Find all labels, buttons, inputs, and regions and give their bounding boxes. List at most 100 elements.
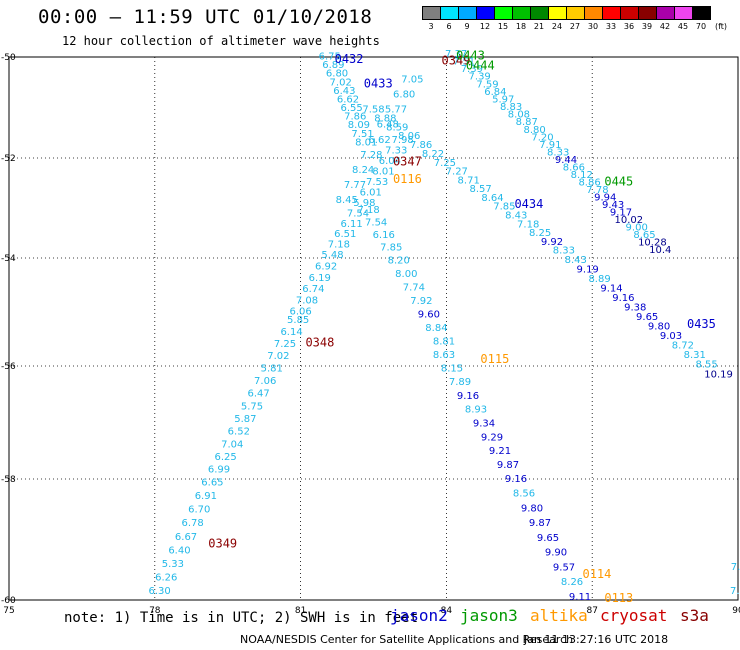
swh-value: 8.65 xyxy=(633,230,655,241)
lat-tick-label: -54 xyxy=(1,254,16,264)
swh-value: 7.85 xyxy=(380,243,402,254)
swh-value: 6.62 xyxy=(337,94,359,105)
legend-label: 21 xyxy=(533,22,545,31)
swh-value: 9.80 xyxy=(521,503,543,514)
swh-value: 8.57 xyxy=(469,184,491,195)
lat-tick-label: -50 xyxy=(1,53,16,63)
swh-value: 7.20 xyxy=(531,132,553,143)
lat-tick-label: -52 xyxy=(1,154,16,164)
units-note: note: 1) Time is in UTC; 2) SWH is in fe… xyxy=(64,610,419,626)
swh-value: 7.98 xyxy=(392,135,414,146)
swh-value: 6.16 xyxy=(373,230,395,241)
swh-value: 6.65 xyxy=(201,478,223,489)
swh-value: 9.44 xyxy=(555,155,577,166)
swh-value: 7.53 xyxy=(366,177,388,188)
lon-tick-label: 78 xyxy=(149,606,161,616)
swh-value: 8.88 xyxy=(374,113,396,124)
swh-value: 7.08 xyxy=(296,295,318,306)
swh-value: 8.66 xyxy=(563,163,585,174)
swh-value: 9.57 xyxy=(553,562,575,573)
track-0432-jason2: 6.756.896.807.026.436.626.557.868.097.51… xyxy=(319,52,378,149)
satellite-name: altika xyxy=(530,606,588,625)
swh-value: 8.22 xyxy=(422,149,444,160)
swh-value: 7.77 xyxy=(344,180,366,191)
swh-value: 8.00 xyxy=(395,269,417,280)
swh-value: 9.29 xyxy=(481,432,503,443)
swh-value: 7.54 xyxy=(365,218,387,229)
legend-label: 9 xyxy=(464,22,470,31)
swh-value: 7.74 xyxy=(403,282,425,293)
swh-value: 7.39 xyxy=(469,72,491,83)
swh-value: 6.47 xyxy=(247,389,269,400)
swh-value: 9.34 xyxy=(473,418,495,429)
pass-time-label: 0432 xyxy=(335,52,364,66)
swh-value: 7.39 xyxy=(461,64,483,75)
graticule xyxy=(8,56,739,601)
pass-time-label: 0434 xyxy=(514,197,543,211)
swh-value: 10.28 xyxy=(638,238,667,249)
legend-label: 36 xyxy=(623,22,635,31)
swh-value: 7.85 xyxy=(493,202,515,213)
swh-value: 8.31 xyxy=(684,350,706,361)
swh-value: 8.81 xyxy=(433,336,455,347)
swh-value: 8.45 xyxy=(336,195,358,206)
legend-label: 18 xyxy=(515,22,527,31)
lat-tick-label: -56 xyxy=(1,362,16,372)
track-0347-cryosat: 7.18 7.546.16 7.858.20 8.00 7.74 7.92 9.60 8.84… xyxy=(358,205,456,347)
swh-value: 9.65 xyxy=(537,533,559,544)
swh-value: 8.59 xyxy=(386,122,408,133)
swh-value: 9.19 xyxy=(577,264,599,275)
swh-value: 8.71 xyxy=(458,175,480,186)
swh-value: 7.59 xyxy=(476,79,498,90)
swh-value: 5.48 xyxy=(321,250,343,261)
swh-value: 6.55 xyxy=(340,103,362,114)
swh-value: 6.80 xyxy=(393,89,415,100)
swh-value: 5.33 xyxy=(162,559,184,570)
swh-value: 7.33 xyxy=(385,145,407,156)
swh-value: 7.91 xyxy=(539,140,561,151)
swh-value: 8.56 xyxy=(513,489,535,500)
swh-value: 8.26 xyxy=(561,577,583,588)
legend-bin: 70 xyxy=(692,6,711,31)
swh-value: 8.87 xyxy=(516,117,538,128)
swh-value: 7.25 xyxy=(434,158,456,169)
swh-value: 8.86 xyxy=(578,178,600,189)
swh-value: 10.4 xyxy=(649,245,671,256)
swh-value: 7.25 xyxy=(274,339,296,350)
swh-value: 6.19 xyxy=(309,273,331,284)
pass-time-label: 0116 xyxy=(393,172,422,186)
swh-value: 7.51 xyxy=(351,129,373,140)
legend-label: 70 xyxy=(695,22,707,31)
swh-value: 6.67 xyxy=(175,532,197,543)
swh-value: 5.87 xyxy=(234,414,256,425)
swh-value: 6.06 xyxy=(289,307,311,318)
legend-label: 24 xyxy=(551,22,563,31)
swh-value: 7.54 xyxy=(347,208,369,219)
legend-swatch xyxy=(692,6,711,20)
swh-value: 6.25 xyxy=(214,452,236,463)
swh-value: 8.93 xyxy=(465,405,487,416)
swh-value: 9.80 xyxy=(648,321,670,332)
swh-value: 6.04 xyxy=(379,156,401,167)
swh-value: 8.33 xyxy=(553,246,575,257)
pass-time-label: 0435 xyxy=(687,317,716,331)
swh-value: 5.97 xyxy=(492,94,514,105)
pass-time-label: 0114 xyxy=(582,567,611,581)
generation-timestamp: Jan 11 13:27:16 UTC 2018 xyxy=(524,633,669,646)
swh-value: 6.75 xyxy=(319,52,341,63)
legend-label: 6 xyxy=(446,22,452,31)
lat-tick-label: -58 xyxy=(1,475,16,485)
swh-value: 8.80 xyxy=(523,125,545,136)
swh-value: 6.62 xyxy=(368,135,390,146)
swh-value: 7.58 xyxy=(362,105,384,116)
swh-value: 6.99 xyxy=(208,465,230,476)
pass-time-label: 0433 xyxy=(364,76,393,90)
swh-value: 6.78 xyxy=(182,518,204,529)
legend-bin: 18 xyxy=(512,6,531,31)
swh-value: 7.9 xyxy=(730,586,740,597)
credit-line: NOAA/NESDIS Center for Satellite Applica… xyxy=(240,633,574,646)
swh-value: 8.25 xyxy=(529,228,551,239)
swh-value: 8.33 xyxy=(547,147,569,158)
legend-label: 42 xyxy=(659,22,671,31)
